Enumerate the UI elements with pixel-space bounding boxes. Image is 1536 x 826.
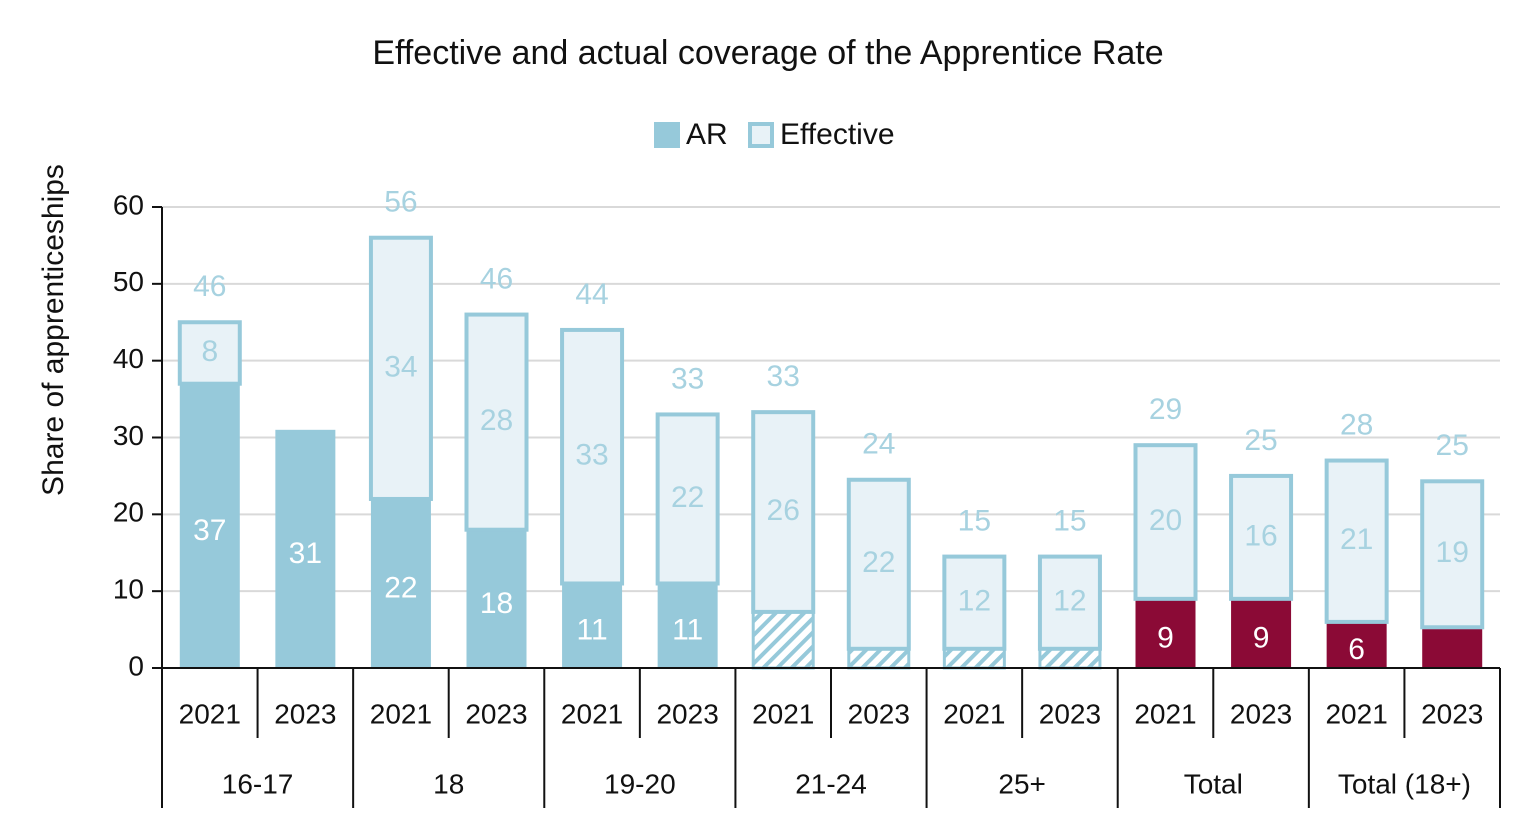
bar-ar: [562, 583, 623, 668]
group-label: 16-17: [222, 768, 294, 799]
bar-effective: [655, 412, 720, 586]
y-tick-label: 30: [113, 420, 144, 451]
y-tick-label: 40: [113, 343, 144, 374]
x-tick-label: 2021: [752, 698, 814, 729]
x-tick-label: 2021: [370, 698, 432, 729]
legend-swatch: [748, 122, 774, 148]
bar-effective: [1324, 458, 1389, 624]
value-label: 22: [384, 571, 417, 604]
value-label: 20: [1149, 504, 1182, 537]
value-label: 21: [1340, 523, 1373, 556]
x-tick-label: 2023: [465, 698, 527, 729]
value-label: 34: [384, 350, 417, 383]
bar-effective: [1420, 479, 1485, 630]
bar-ar: [1231, 598, 1292, 668]
group-label: 25+: [998, 768, 1046, 799]
value-label: 37: [193, 514, 226, 547]
total-label: 33: [767, 360, 800, 393]
bar-ar: [466, 529, 527, 668]
y-tick-label: 50: [113, 266, 144, 297]
value-label: 18: [480, 587, 513, 620]
y-tick-label: 60: [113, 189, 144, 220]
x-tick-label: 2021: [943, 698, 1005, 729]
x-tick-label: 2023: [1039, 698, 1101, 729]
value-label: 8: [201, 335, 218, 368]
bar-ar: [751, 610, 815, 670]
total-label: 56: [384, 186, 417, 219]
total-label: 24: [862, 428, 895, 461]
bar-effective: [942, 554, 1007, 651]
group-label: 21-24: [795, 768, 867, 799]
bar-ar: [1038, 647, 1102, 670]
legend-label: AR: [686, 118, 728, 151]
y-axis-title: Share of apprenticeships: [37, 164, 70, 496]
value-label: 22: [862, 546, 895, 579]
x-tick-label: 2023: [1421, 698, 1483, 729]
total-label: 28: [1340, 408, 1373, 441]
bar-ar: [179, 383, 240, 668]
total-label: 46: [480, 262, 513, 295]
value-label: 28: [480, 404, 513, 437]
value-label: 22: [671, 481, 704, 514]
x-tick-label: 2021: [1134, 698, 1196, 729]
value-label: 9: [1253, 621, 1270, 654]
bar-effective: [177, 320, 242, 386]
legend-label: Effective: [780, 118, 895, 151]
bar-effective: [1133, 443, 1198, 601]
y-tick-label: 10: [113, 574, 144, 605]
bar-ar: [1135, 598, 1196, 668]
bar-ar: [275, 429, 336, 668]
bar-ar: [657, 583, 718, 668]
value-label: 16: [1244, 519, 1277, 552]
x-tick-label: 2021: [179, 698, 241, 729]
total-label: 44: [575, 278, 608, 311]
x-tick-label: 2023: [274, 698, 336, 729]
chart-title: Effective and actual coverage of the App…: [372, 34, 1163, 72]
bar-ar: [1326, 621, 1387, 668]
value-label: 9: [1157, 621, 1174, 654]
bar-ar: [1422, 627, 1483, 668]
x-tick-label: 2023: [1230, 698, 1292, 729]
bar-effective: [1229, 473, 1294, 601]
x-tick-label: 2023: [848, 698, 910, 729]
value-label: 6: [1348, 633, 1365, 666]
bar-effective: [751, 410, 816, 614]
bar-ar: [942, 647, 1006, 670]
value-label: 12: [1053, 585, 1086, 618]
y-tick-label: 20: [113, 497, 144, 528]
bar-effective: [464, 312, 529, 532]
group-label: 19-20: [604, 768, 676, 799]
total-label: 46: [193, 270, 226, 303]
value-label: 33: [575, 439, 608, 472]
value-label: 19: [1436, 536, 1469, 569]
value-label: 11: [576, 614, 607, 647]
total-label: 29: [1149, 393, 1182, 426]
group-label: Total: [1184, 768, 1243, 799]
value-label: 12: [958, 585, 991, 618]
value-label: 31: [289, 537, 322, 570]
total-label: 15: [958, 505, 991, 538]
bar-ar: [847, 647, 911, 670]
value-label: 26: [767, 494, 800, 527]
bar-effective: [560, 327, 625, 586]
bar-effective: [368, 235, 433, 501]
value-label: 11: [672, 614, 703, 647]
total-label: 15: [1053, 505, 1086, 538]
total-label: 25: [1436, 429, 1469, 462]
group-label: 18: [433, 768, 464, 799]
legend-swatch: [654, 122, 680, 148]
x-tick-label: 2021: [561, 698, 623, 729]
group-label: Total (18+): [1338, 768, 1471, 799]
bar-effective: [846, 477, 911, 651]
total-label: 33: [671, 362, 704, 395]
y-tick-label: 0: [128, 650, 144, 681]
x-tick-label: 2021: [1325, 698, 1387, 729]
x-tick-label: 2023: [656, 698, 718, 729]
bar-ar: [370, 498, 431, 668]
bar-effective: [1037, 554, 1102, 651]
total-label: 25: [1244, 424, 1277, 457]
